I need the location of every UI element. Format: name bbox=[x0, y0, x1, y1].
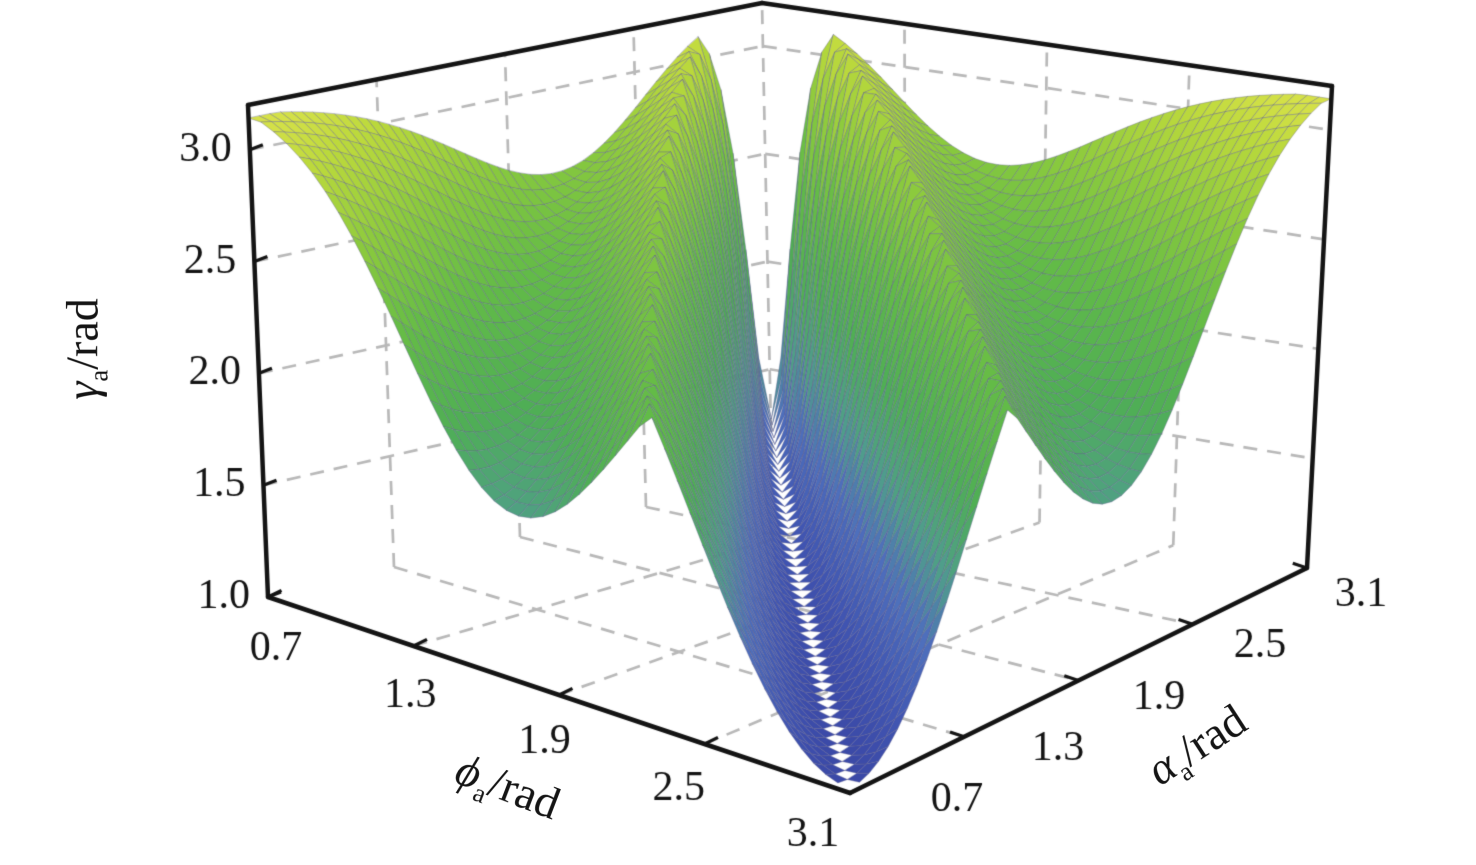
z-axis-title: γa/rad bbox=[55, 298, 114, 400]
z-axis-unit: /rad bbox=[56, 298, 108, 370]
z-axis-symbol: γ bbox=[56, 381, 108, 400]
z-axis-subscript: a bbox=[83, 369, 114, 382]
